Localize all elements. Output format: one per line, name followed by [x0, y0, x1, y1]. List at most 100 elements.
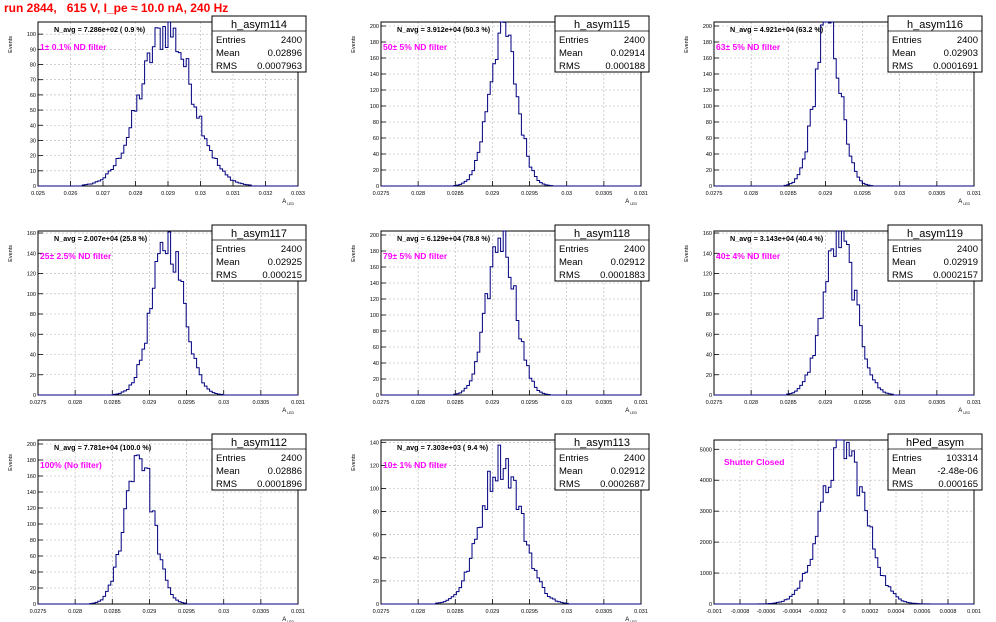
- y-tick-label: 0: [709, 602, 712, 608]
- x-tick-label: 0.029: [486, 609, 500, 615]
- x-tick-label: 0.0305: [595, 609, 612, 615]
- y-tick-label: 60: [373, 345, 379, 351]
- x-tick-label: 0.0305: [252, 609, 269, 615]
- y-tick-label: 10: [30, 169, 36, 175]
- y-tick-label: 100: [27, 292, 36, 298]
- x-axis-label: A LED: [625, 199, 637, 206]
- stats-value: 2400: [281, 453, 302, 464]
- y-tick-label: 160: [370, 265, 379, 271]
- x-tick-label: 0.0004: [888, 609, 905, 615]
- histogram-panel-h_asym119: 0.0275 0.028 0.0285 0.029 0.0295 0.03 0.0305 0.…: [684, 224, 983, 415]
- histogram-panel-h_asym117: 0.0275 0.028 0.0285 0.029 0.0295 0.03 0.0305 0.…: [8, 224, 307, 415]
- stats-value: 2400: [281, 35, 302, 46]
- y-axis-label: Events: [8, 245, 14, 262]
- x-tick-label: 0.03: [561, 400, 572, 406]
- plot-frame: [380, 21, 642, 187]
- y-tick-label: 80: [706, 312, 712, 318]
- stats-key: RMS: [892, 270, 913, 281]
- histogram-curve: [381, 21, 641, 187]
- histogram-curve: [381, 230, 641, 396]
- stats-key: RMS: [216, 270, 237, 281]
- x-axis-label: A LED: [625, 617, 637, 622]
- stats-value: 0.0001883: [600, 270, 645, 281]
- x-tick-label: 0.0275: [706, 400, 723, 406]
- x-tick-label: 0.028: [744, 400, 758, 406]
- stats-value: 2400: [624, 244, 645, 255]
- histogram-curve: [714, 439, 974, 605]
- x-tick-label: 0.0295: [178, 609, 195, 615]
- y-tick-label: 140: [370, 281, 379, 287]
- y-tick-label: 100: [370, 487, 379, 493]
- y-axis-label: Events: [684, 245, 690, 262]
- y-tick-label: 0: [376, 393, 379, 399]
- stats-value: 2400: [624, 35, 645, 46]
- histogram-curve: [38, 21, 298, 187]
- x-tick-label: 0.03: [894, 191, 905, 197]
- x-tick-label: 0.028: [744, 191, 758, 197]
- x-tick-label: 0.0275: [30, 609, 47, 615]
- stats-value: 2400: [957, 244, 978, 255]
- stats-key: RMS: [892, 479, 913, 490]
- histogram-panel-h_asym114: 0.025 0.026 0.027 0.028 0.029 0.03 0.031 0.032 0…: [8, 15, 307, 206]
- stats-title: h_asym113: [574, 437, 630, 449]
- navg-label: N_avg = 6.129e+04 (78.8 %): [397, 234, 491, 243]
- stats-value: 0.02903: [944, 48, 978, 59]
- x-axis-label: A LED: [282, 199, 294, 206]
- navg-label: N_avg = 3.143e+04 (40.4 %): [730, 234, 824, 243]
- x-tick-label: 0.0285: [447, 609, 464, 615]
- y-tick-label: 0: [709, 393, 712, 399]
- x-tick-label: 0.028: [411, 191, 425, 197]
- stats-key: Entries: [216, 453, 246, 464]
- x-tick-label: 0.028: [68, 400, 82, 406]
- y-tick-label: 100: [370, 313, 379, 319]
- x-tick-label: 0.029: [161, 191, 175, 197]
- y-tick-label: 120: [370, 297, 379, 303]
- x-tick-label: 0.0275: [373, 191, 390, 197]
- x-tick-label: 0.0295: [521, 400, 538, 406]
- y-tick-label: 60: [706, 136, 712, 142]
- x-tick-label: 0.001: [967, 609, 981, 615]
- y-tick-label: 140: [370, 440, 379, 446]
- y-tick-label: 60: [373, 533, 379, 539]
- y-axis-label: Events: [684, 36, 690, 53]
- x-tick-label: 0.032: [259, 191, 273, 197]
- stats-value: 0.000165: [938, 479, 978, 490]
- x-tick-label: -0.001: [706, 609, 722, 615]
- x-tick-label: 0.0295: [178, 400, 195, 406]
- y-tick-label: 90: [30, 47, 36, 53]
- y-tick-label: 120: [27, 506, 36, 512]
- y-tick-label: 200: [370, 24, 379, 30]
- y-axis-label: Events: [351, 454, 357, 471]
- stats-key: Mean: [216, 48, 240, 59]
- stats-key: Mean: [559, 257, 583, 268]
- stats-value: 0.0002687: [600, 479, 645, 490]
- stats-box: [211, 433, 307, 491]
- plot-frame: [37, 439, 299, 605]
- y-tick-label: 180: [370, 249, 379, 255]
- x-tick-label: 0.029: [486, 191, 500, 197]
- stats-title: h_asym117: [231, 228, 287, 240]
- y-tick-label: 40: [706, 152, 712, 158]
- y-tick-label: 40: [30, 123, 36, 129]
- stats-value: 103314: [946, 453, 978, 464]
- y-tick-label: 160: [27, 231, 36, 237]
- x-tick-label: 0.03: [561, 191, 572, 197]
- stats-value: 0.02886: [268, 466, 302, 477]
- x-tick-label: 0.0305: [595, 191, 612, 197]
- y-tick-label: 40: [373, 361, 379, 367]
- navg-label: N_avg = 7.303e+03 ( 9.4 %): [397, 443, 489, 452]
- histogram-panel-h_asym118: 0.0275 0.028 0.0285 0.029 0.0295 0.03 0.0305 0.…: [351, 224, 650, 415]
- y-tick-label: 160: [27, 474, 36, 480]
- x-axis-label: A LED: [625, 408, 637, 415]
- x-tick-label: 0.027: [96, 191, 110, 197]
- x-tick-label: 0.0006: [914, 609, 931, 615]
- filter-label: 100% (No filter): [40, 460, 102, 470]
- y-tick-label: 70: [30, 78, 36, 84]
- stats-key: Entries: [559, 453, 589, 464]
- x-axis-label: A LED: [958, 199, 970, 206]
- x-tick-label: 0.031: [634, 400, 648, 406]
- y-tick-label: 80: [30, 63, 36, 69]
- stats-key: RMS: [892, 61, 913, 72]
- stats-value: 0.0001691: [933, 61, 978, 72]
